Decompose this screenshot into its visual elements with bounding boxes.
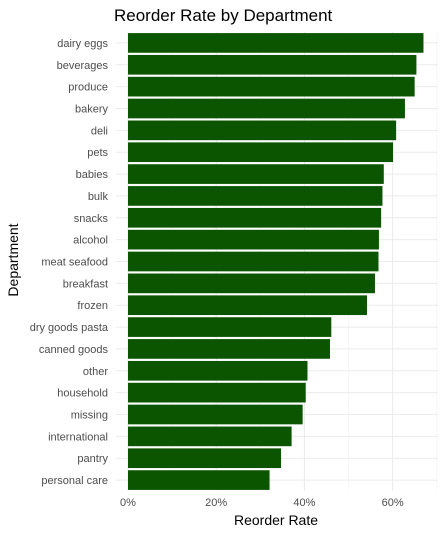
bar bbox=[128, 339, 330, 359]
bar bbox=[128, 54, 417, 75]
y-tick-label: other bbox=[83, 366, 108, 378]
y-tick-label: beverages bbox=[57, 60, 109, 72]
bar bbox=[128, 448, 282, 469]
y-tick-label: dairy eggs bbox=[57, 38, 108, 50]
bar bbox=[128, 317, 332, 337]
bar bbox=[128, 76, 415, 97]
bar bbox=[128, 360, 308, 381]
bars bbox=[128, 33, 424, 490]
y-tick-label: alcohol bbox=[73, 235, 108, 247]
bar bbox=[128, 120, 397, 141]
bar bbox=[128, 470, 270, 490]
y-tick-label: personal care bbox=[41, 475, 108, 487]
chart-title: Reorder Rate by Department bbox=[114, 6, 333, 25]
bar bbox=[128, 142, 394, 163]
x-tick-label: 0% bbox=[120, 497, 136, 509]
bar bbox=[128, 98, 405, 119]
y-tick-label: meat seafood bbox=[41, 257, 108, 269]
y-tick-label: deli bbox=[91, 125, 108, 137]
y-tick-label: pets bbox=[87, 147, 108, 159]
y-tick-label: breakfast bbox=[63, 278, 108, 290]
y-tick-label: frozen bbox=[77, 300, 108, 312]
y-tick-label: canned goods bbox=[39, 344, 109, 356]
bar bbox=[128, 186, 383, 206]
bar bbox=[128, 33, 424, 53]
y-tick-label: dry goods pasta bbox=[30, 322, 109, 334]
y-tick-label: missing bbox=[71, 410, 108, 422]
y-tick-label: babies bbox=[76, 169, 109, 181]
bar bbox=[128, 229, 379, 250]
y-tick-label: international bbox=[48, 431, 108, 443]
x-axis-title: Reorder Rate bbox=[234, 512, 318, 528]
x-tick-label: 20% bbox=[205, 497, 227, 509]
bar bbox=[128, 251, 379, 272]
y-tick-label: snacks bbox=[74, 213, 109, 225]
bar bbox=[128, 426, 292, 447]
x-tick-labels: 0% 20% 40% 60% bbox=[120, 497, 404, 509]
y-tick-label: bulk bbox=[88, 191, 109, 203]
y-tick-label: bakery bbox=[75, 104, 109, 116]
x-tick-label: 60% bbox=[382, 497, 404, 509]
bar bbox=[128, 273, 375, 294]
y-tick-label: produce bbox=[68, 82, 108, 94]
y-axis-title: Department bbox=[5, 223, 21, 296]
bar bbox=[128, 295, 368, 316]
bar bbox=[128, 207, 382, 228]
y-tick-label: household bbox=[57, 388, 108, 400]
y-tick-labels: dairy eggs beverages produce bakery deli pets… bbox=[30, 38, 109, 487]
bar bbox=[128, 404, 303, 425]
x-tick-label: 40% bbox=[293, 497, 315, 509]
bar bbox=[128, 382, 306, 403]
bar bbox=[128, 164, 384, 184]
y-tick-label: pantry bbox=[77, 453, 108, 465]
